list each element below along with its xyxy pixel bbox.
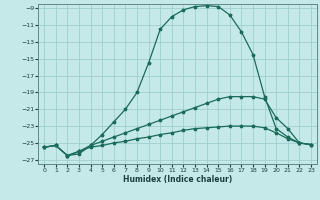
X-axis label: Humidex (Indice chaleur): Humidex (Indice chaleur) xyxy=(123,175,232,184)
